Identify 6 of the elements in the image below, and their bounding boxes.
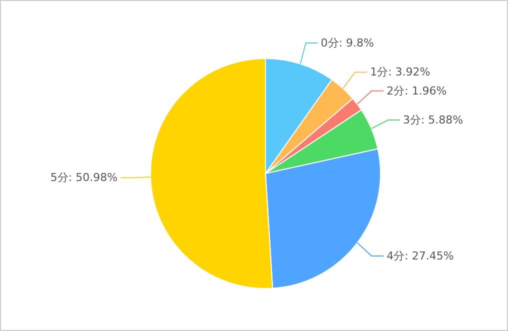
slice-label: 1分: 3.92% [370, 66, 430, 79]
slice-label: 2分: 1.96% [386, 84, 447, 98]
slice-label: 3分: 5.88% [402, 114, 464, 127]
slice-label: 5分: 50.98% [50, 171, 118, 184]
slice-label: 0分: 9.8% [320, 36, 374, 50]
slice-label: 4分: 27.45% [386, 250, 454, 263]
